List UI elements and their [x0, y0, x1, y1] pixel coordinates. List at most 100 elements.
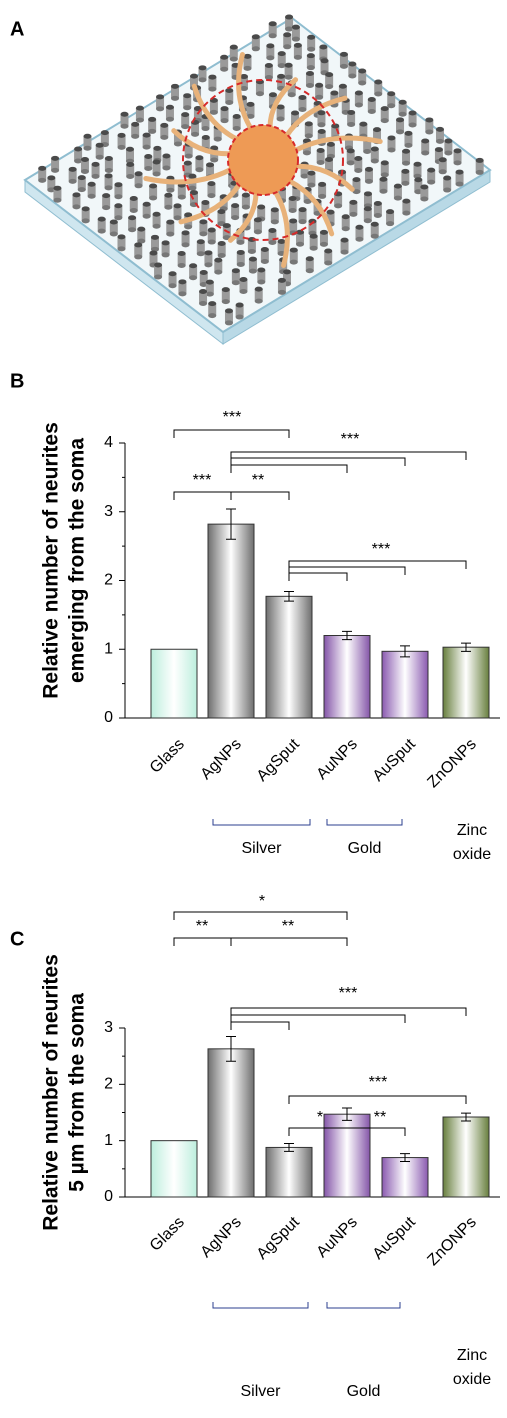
- pillar-base: [210, 110, 218, 115]
- pillar-top: [254, 217, 262, 222]
- pillar-top: [160, 123, 168, 128]
- pillar-base: [371, 158, 379, 163]
- group-bracket: [327, 1302, 400, 1308]
- pillar-top: [476, 158, 484, 163]
- pillar-base: [307, 47, 315, 52]
- pillar-top: [444, 138, 452, 143]
- pillar-base: [214, 137, 222, 142]
- significance-bracket: [289, 1096, 466, 1104]
- pillar-base: [266, 55, 274, 60]
- pillar-base: [98, 229, 106, 234]
- pillar-top: [435, 147, 443, 152]
- pillar-top: [82, 206, 90, 211]
- significance-bracket: [174, 492, 231, 500]
- pillar-base: [134, 254, 142, 259]
- pillar-base: [218, 253, 226, 258]
- pillar-top: [143, 133, 151, 138]
- pillar-base: [208, 240, 216, 245]
- pillar-base: [102, 205, 110, 210]
- group-label: oxide: [453, 846, 491, 863]
- pillar-base: [230, 57, 238, 62]
- pillar-base: [174, 142, 182, 147]
- pillar-top: [134, 242, 142, 247]
- y-tick-label: 2: [104, 572, 113, 589]
- pillar-top: [257, 267, 265, 272]
- pillar-top: [233, 114, 241, 119]
- pillar-top: [202, 135, 210, 140]
- panel-label: B: [10, 370, 24, 392]
- pillar-top: [169, 271, 177, 276]
- pillar-top: [414, 177, 422, 182]
- pillar-base: [171, 96, 179, 101]
- pillar-top: [268, 228, 276, 233]
- pillar-top: [319, 44, 327, 49]
- pillar-base: [88, 194, 96, 199]
- pillar-base: [399, 112, 407, 117]
- pillar-top: [349, 200, 357, 205]
- pillar-base: [225, 100, 233, 105]
- bar: [266, 1147, 312, 1197]
- pillar-base: [128, 227, 136, 232]
- pillar-top: [290, 248, 298, 253]
- pillar-base: [387, 103, 395, 108]
- pillar-base: [121, 124, 129, 129]
- pillar-base: [199, 77, 207, 82]
- significance-label: **: [374, 1109, 386, 1126]
- figure: A BRelative number of neuritesemerging f…: [0, 0, 507, 1418]
- pillar-top: [283, 269, 291, 274]
- pillar-base: [181, 124, 189, 129]
- pillar-top: [214, 258, 222, 263]
- pillar-base: [110, 231, 118, 236]
- pillar-base: [249, 269, 257, 274]
- pillar-base: [82, 218, 90, 223]
- pillar-top: [285, 15, 293, 20]
- pillar-top: [317, 148, 325, 153]
- bar: [208, 524, 254, 718]
- pillar-top: [355, 225, 363, 230]
- pillar-top: [105, 156, 113, 161]
- pillar-top: [421, 139, 429, 144]
- pillar-top: [38, 166, 46, 171]
- pillar-top: [355, 91, 363, 96]
- pillar-base: [256, 91, 264, 96]
- bar: [324, 636, 370, 719]
- significance-label: **: [282, 918, 294, 935]
- x-tick-label: ZnONPs: [424, 1214, 479, 1269]
- pillar-base: [162, 252, 170, 257]
- pillar-base: [166, 188, 174, 193]
- pillar-base: [290, 260, 298, 265]
- significance-bracket: [231, 465, 347, 473]
- pillar-top: [242, 193, 250, 198]
- pillar-top: [358, 69, 366, 74]
- pillar-base: [341, 250, 349, 255]
- pillar-base: [320, 242, 328, 247]
- pillar-top: [221, 106, 229, 111]
- pillar-base: [199, 231, 207, 236]
- pillar-top: [114, 182, 122, 187]
- pillar-top: [128, 215, 136, 220]
- pillar-top: [327, 210, 335, 215]
- pillar-base: [288, 92, 296, 97]
- pillar-top: [364, 206, 372, 211]
- pillar-base: [387, 147, 395, 152]
- pillar-base: [271, 219, 279, 224]
- pillar-top: [131, 122, 139, 127]
- pillar-base: [225, 320, 233, 325]
- group-bracket: [213, 819, 310, 825]
- bar: [151, 1141, 197, 1197]
- group-label: Silver: [241, 840, 282, 857]
- pillar-top: [374, 201, 382, 206]
- pillar-base: [421, 151, 429, 156]
- pillar-base: [454, 160, 462, 165]
- pillar-base: [402, 161, 410, 166]
- pillar-base: [306, 268, 314, 273]
- pillar-base: [117, 246, 125, 251]
- pillar-top: [190, 74, 198, 79]
- pillar-top: [414, 162, 422, 167]
- significance-label: ***: [372, 541, 391, 558]
- pillar-top: [352, 177, 360, 182]
- group-label: Zinc: [457, 822, 487, 839]
- y-tick-label: 0: [104, 709, 113, 726]
- pillar-top: [183, 93, 191, 98]
- bar: [151, 649, 197, 718]
